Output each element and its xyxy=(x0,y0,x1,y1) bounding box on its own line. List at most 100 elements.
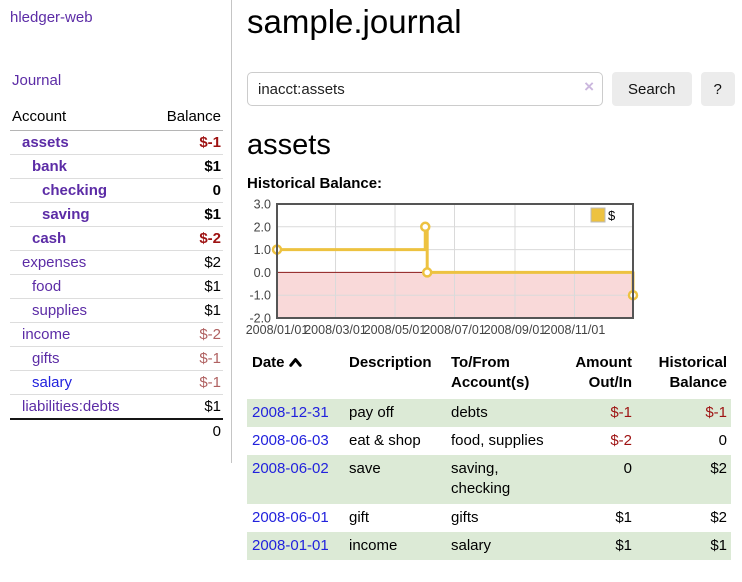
header-tofrom: To/From Account(s) xyxy=(451,354,530,392)
transaction-row: 2008-06-01 gift gifts $1 $2 xyxy=(247,504,731,532)
account-link-assets[interactable]: assets xyxy=(22,134,69,151)
account-link-salary[interactable]: salary xyxy=(32,374,73,391)
account-balance: 0 xyxy=(149,178,223,203)
account-balance: $1 xyxy=(149,154,223,179)
y-tick-label: 3.0 xyxy=(254,198,271,212)
transaction-date-link[interactable]: 2008-01-01 xyxy=(252,536,329,554)
search-input-wrap: × xyxy=(247,72,603,106)
plot-border xyxy=(276,203,634,319)
account-balance: $-2 xyxy=(149,226,223,251)
account-link-gifts[interactable]: gifts xyxy=(32,350,60,367)
transaction-date-link[interactable]: 2008-06-03 xyxy=(252,431,329,449)
account-balance: $1 xyxy=(149,298,223,323)
y-tick-label: 0.0 xyxy=(254,266,271,280)
transaction-description: pay off xyxy=(349,403,394,421)
sort-ascending-icon xyxy=(288,353,302,373)
legend-swatch xyxy=(590,207,606,223)
account-row: assets $-1 xyxy=(10,131,223,155)
main-content: sample.journal × Search ? assets Histori… xyxy=(232,0,742,580)
account-row: income $-2 xyxy=(10,322,223,347)
transaction-accounts: salary xyxy=(451,536,492,554)
account-balance: $1 xyxy=(149,274,223,299)
x-tick-label: 2008/09/01 xyxy=(484,323,547,337)
transaction-row: 2008-01-01 income salary $1 $1 xyxy=(247,531,731,560)
account-row: bank $1 xyxy=(10,154,223,179)
transaction-date-link[interactable]: 2008-06-02 xyxy=(252,460,329,477)
transaction-accounts: saving, checking xyxy=(451,460,511,498)
y-tick-label: -2.0 xyxy=(249,312,271,326)
transaction-description: save xyxy=(349,460,381,477)
header-balance: Historical Balance xyxy=(658,354,727,392)
transaction-amount: $1 xyxy=(615,536,632,554)
transaction-description: gift xyxy=(349,508,370,526)
account-row: salary $-1 xyxy=(10,370,223,395)
x-tick-label: 2008/05/01 xyxy=(364,323,427,337)
data-point-marker xyxy=(420,221,431,233)
historical-balance-chart: 3.0 2.0 1.0 0.0 -1.0 -2.02008/01/012008/03/01… xyxy=(246,198,639,337)
account-link-saving[interactable]: saving xyxy=(42,206,90,223)
header-date[interactable]: Date xyxy=(247,351,345,399)
header-date-label: Date xyxy=(252,354,285,371)
account-link-bank[interactable]: bank xyxy=(32,158,68,175)
account-link-supplies[interactable]: supplies xyxy=(32,302,88,319)
x-tick-label: 2008/03/01 xyxy=(304,323,367,337)
accounts-table: Account Balance assets $-1 bank $1 check… xyxy=(10,106,223,443)
register-header-row: Date Description To/From Account(s) Amou… xyxy=(247,351,731,399)
account-row: checking 0 xyxy=(10,178,223,203)
search-bar: × Search ? xyxy=(247,72,735,106)
account-link-income[interactable]: income xyxy=(22,326,71,343)
account-balance: $-1 xyxy=(149,370,223,395)
account-balance: $1 xyxy=(149,394,223,419)
legend-label: $ xyxy=(608,208,616,223)
y-tick-label: 1.0 xyxy=(254,243,271,257)
account-balance: $2 xyxy=(149,250,223,275)
transaction-accounts: gifts xyxy=(451,508,479,526)
account-link-checking[interactable]: checking xyxy=(42,182,108,199)
account-row: liabilities:debts $1 xyxy=(10,394,223,419)
account-link-liabilities-debts[interactable]: liabilities:debts xyxy=(22,398,120,415)
accounts-header-account: Account xyxy=(10,106,150,131)
transaction-description: eat & shop xyxy=(349,431,421,449)
account-row: expenses $2 xyxy=(10,250,223,275)
data-point-marker xyxy=(421,267,433,278)
header-description: Description xyxy=(349,354,432,371)
account-link-expenses[interactable]: expenses xyxy=(22,254,87,271)
search-button[interactable]: Search xyxy=(612,72,692,106)
transaction-row: 2008-06-02 save saving, checking 0 $2 xyxy=(247,455,731,504)
account-balance: $-1 xyxy=(149,346,223,371)
transaction-accounts: debts xyxy=(451,403,488,421)
transaction-date-link[interactable]: 2008-06-01 xyxy=(252,508,329,526)
help-button[interactable]: ? xyxy=(700,72,735,106)
account-link-cash[interactable]: cash xyxy=(32,230,67,247)
transaction-date-link[interactable]: 2008-12-31 xyxy=(252,403,329,421)
account-balance: $1 xyxy=(149,202,223,227)
transaction-amount: $-2 xyxy=(610,431,632,449)
account-row: saving $1 xyxy=(10,202,223,227)
account-row: food $1 xyxy=(10,274,223,299)
x-tick-label: 2008/01/01 xyxy=(246,323,309,337)
transaction-balance: $2 xyxy=(710,460,727,477)
accounts-total-value: 0 xyxy=(149,418,223,443)
y-tick-label: -1.0 xyxy=(249,289,271,303)
account-row: supplies $1 xyxy=(10,298,223,323)
transaction-balance: $2 xyxy=(710,508,727,526)
register-table: Date Description To/From Account(s) Amou… xyxy=(247,351,731,560)
page-title: sample.journal xyxy=(247,3,462,40)
transaction-accounts: food, supplies xyxy=(451,431,544,449)
transaction-amount: $-1 xyxy=(610,403,632,421)
header-amount: Amount Out/In xyxy=(575,354,632,392)
account-link-food[interactable]: food xyxy=(32,278,62,295)
x-tick-label: 2008/11/01 xyxy=(544,323,606,337)
clear-search-icon[interactable]: × xyxy=(584,77,594,96)
chart-title: Historical Balance: xyxy=(247,175,383,192)
brand-link[interactable]: hledger-web xyxy=(10,9,93,26)
y-tick-label: 2.0 xyxy=(254,220,271,234)
account-row: gifts $-1 xyxy=(10,346,223,371)
search-input[interactable] xyxy=(247,72,603,106)
account-balance: $-1 xyxy=(199,134,221,151)
transaction-balance: $-1 xyxy=(705,403,727,421)
transaction-amount: 0 xyxy=(623,460,632,477)
sidebar-item-journal[interactable]: Journal xyxy=(12,72,62,89)
transaction-row: 2008-06-03 eat & shop food, supplies $-2… xyxy=(247,427,731,455)
